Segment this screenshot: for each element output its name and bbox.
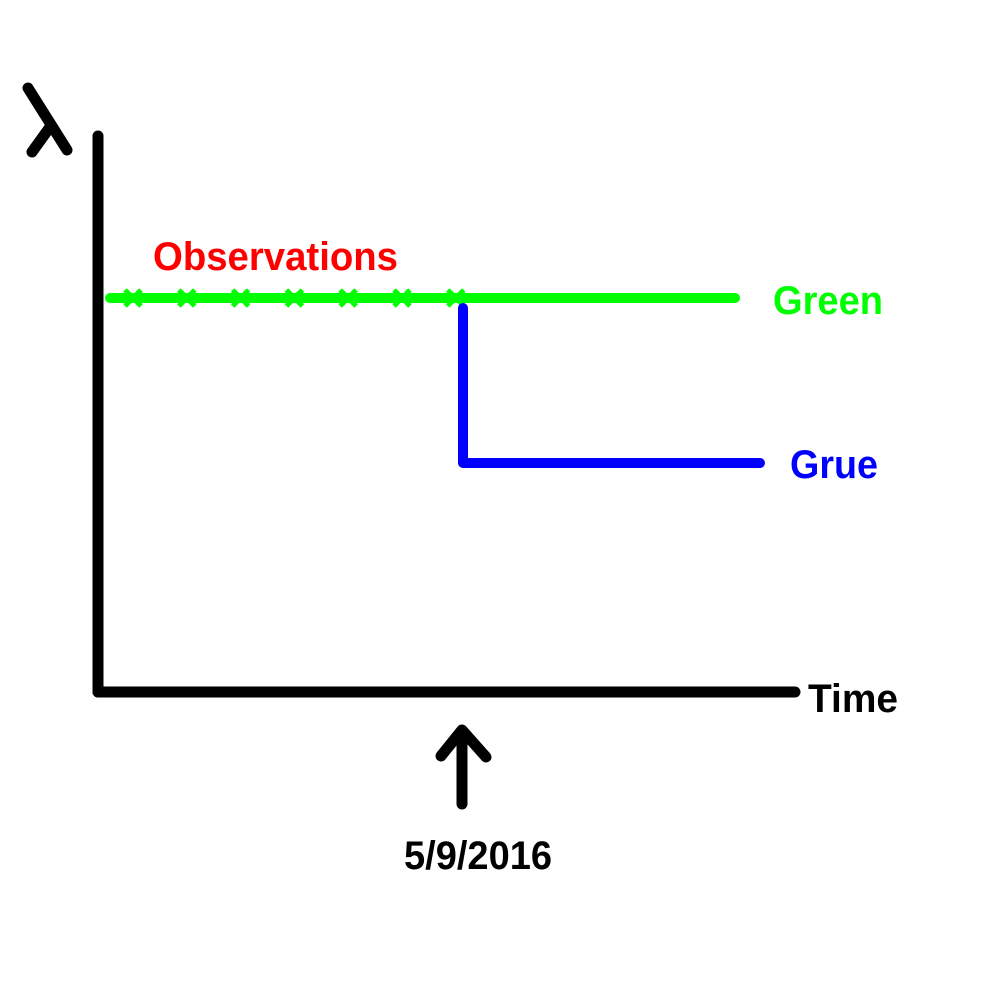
observation-mark bbox=[446, 288, 466, 308]
observation-mark bbox=[230, 288, 251, 308]
observation-mark bbox=[177, 288, 197, 308]
observation-mark bbox=[392, 288, 412, 308]
observation-mark bbox=[284, 288, 305, 308]
arrow-up-icon bbox=[435, 724, 492, 810]
lambda-symbol bbox=[22, 82, 73, 158]
observation-marks bbox=[123, 288, 466, 308]
date-label: 5/9/2016 bbox=[404, 834, 552, 878]
grue-line bbox=[458, 303, 765, 468]
green-label: Green bbox=[773, 279, 883, 323]
x-axis-label: Time bbox=[808, 677, 898, 721]
grue-label: Grue bbox=[790, 443, 878, 487]
observations-label: Observations bbox=[153, 235, 398, 279]
observation-mark bbox=[338, 288, 358, 308]
observation-mark bbox=[123, 288, 143, 308]
